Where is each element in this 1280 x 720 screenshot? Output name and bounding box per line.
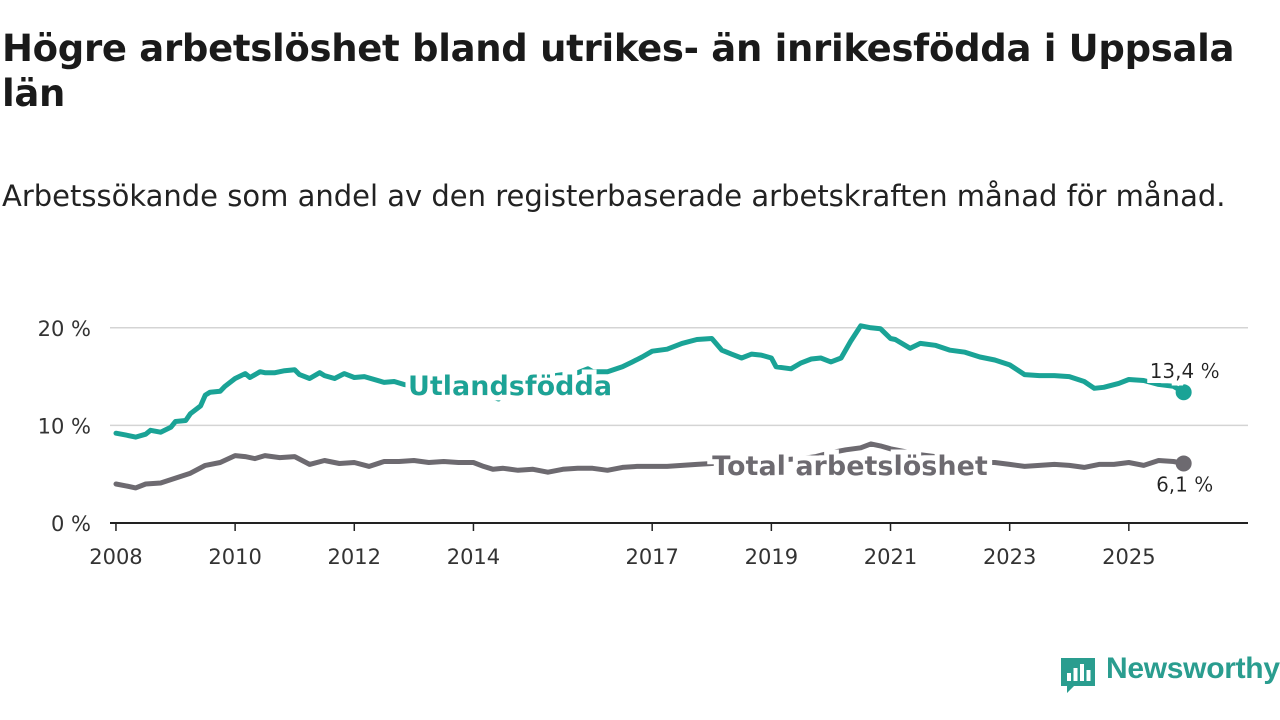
x-tick-label: 2010 bbox=[208, 545, 261, 569]
x-tick-label: 2012 bbox=[328, 545, 381, 569]
series-name-label: Utlandsfödda bbox=[408, 371, 612, 402]
y-tick-label: 20 % bbox=[38, 317, 91, 341]
series-end-point bbox=[1175, 384, 1192, 401]
gridlines bbox=[110, 327, 1248, 427]
series-end-label: 13,4 % bbox=[1150, 359, 1220, 383]
x-tick-label: 2021 bbox=[864, 545, 917, 569]
x-tick-label: 2008 bbox=[89, 545, 142, 569]
chart-title: Högre arbetslöshet bland utrikes- än inr… bbox=[2, 27, 1235, 115]
series-end-point bbox=[1175, 455, 1192, 472]
x-tick-label: 2025 bbox=[1102, 545, 1155, 569]
axes bbox=[110, 522, 1248, 531]
x-tick-label: 2023 bbox=[983, 545, 1036, 569]
x-tick-label: 2019 bbox=[745, 545, 798, 569]
brand-name: Newsworthy bbox=[1106, 652, 1280, 685]
series-name-label: Total arbetslöshet bbox=[712, 451, 988, 482]
series-end-label: 6,1 % bbox=[1156, 472, 1213, 496]
y-tick-label: 0 % bbox=[51, 512, 91, 536]
x-tick-label: 2014 bbox=[447, 545, 500, 569]
series-line-total bbox=[113, 441, 1187, 491]
y-tick-label: 10 % bbox=[38, 414, 91, 438]
labels: 0 % 10 % 20 % 2008 2010 2012 2014 2017 2019 2021 2… bbox=[38, 317, 1220, 569]
x-tick-label: 2017 bbox=[625, 545, 678, 569]
series-line-utlandsfodda bbox=[113, 323, 1187, 440]
series-lines bbox=[113, 323, 1192, 491]
chart-subtitle: Arbetssökande som andel av den registerb… bbox=[2, 179, 1226, 213]
newsworthy-logo-icon bbox=[1061, 658, 1095, 693]
